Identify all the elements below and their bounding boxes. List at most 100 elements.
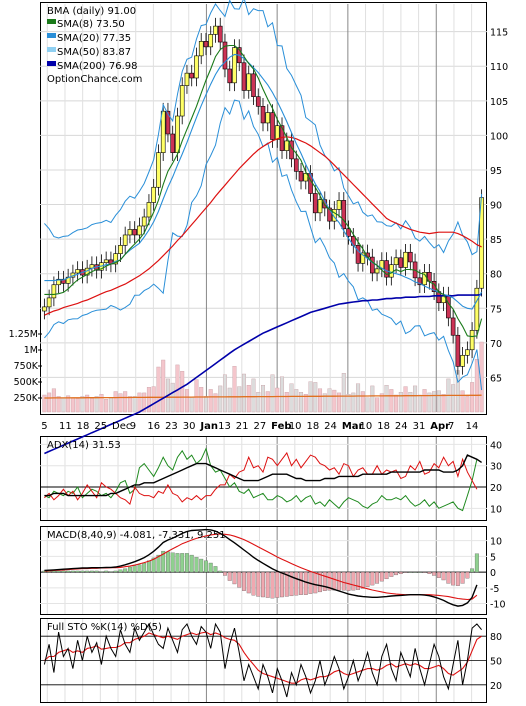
macd-histogram-bar xyxy=(284,571,289,597)
candle-body xyxy=(327,207,332,222)
x-tick-label: 30 xyxy=(183,421,196,432)
volume-bar xyxy=(294,389,299,413)
macd-histogram-bar xyxy=(156,554,161,573)
sto-k-line xyxy=(43,622,482,698)
candle-body xyxy=(374,268,380,274)
volume-bar xyxy=(351,392,356,413)
macd-histogram-bar xyxy=(465,571,470,579)
macd-histogram-bar xyxy=(80,570,85,573)
macd-histogram-bar xyxy=(403,571,408,573)
volume-bar xyxy=(75,398,80,413)
volume-tick-label: 500K xyxy=(14,377,39,388)
x-tick-label: Apr xyxy=(430,421,450,432)
volume-tick-label: 250K xyxy=(14,393,39,404)
legend-swatch-sma20 xyxy=(47,33,56,38)
x-tick-label: 11 xyxy=(59,421,72,432)
candle-body xyxy=(46,297,52,308)
volume-bar xyxy=(375,397,380,413)
watermark: OptionChance.com xyxy=(47,74,142,85)
x-tick-label: 5 xyxy=(41,421,47,432)
candle-body xyxy=(460,354,465,367)
sto-tick-label: 80 xyxy=(490,632,502,643)
macd-histogram-bar xyxy=(237,571,242,588)
macd-histogram-bar xyxy=(127,566,132,573)
macd-histogram-bar xyxy=(318,571,322,593)
volume-bar xyxy=(51,388,56,413)
candle-body xyxy=(179,85,185,117)
volume-bar xyxy=(408,392,413,413)
macd-histogram-bar xyxy=(417,571,422,573)
macd-histogram-bar xyxy=(389,571,394,577)
price-tick-label: 65 xyxy=(490,373,502,384)
macd-histogram-bar xyxy=(223,571,227,576)
candle-body xyxy=(455,334,461,367)
candle-body xyxy=(312,193,318,214)
volume-bar xyxy=(370,385,375,413)
candle-body xyxy=(431,281,437,292)
legend-sma8: SMA(8) 73.50 xyxy=(57,19,125,30)
candle-body xyxy=(222,41,228,70)
candle-body xyxy=(417,277,423,286)
price-panel-frame xyxy=(40,2,487,415)
volume-bar xyxy=(322,393,327,413)
x-tick-label: Feb xyxy=(271,421,291,432)
macd-histogram-bar xyxy=(289,571,294,597)
volume-bar xyxy=(227,387,232,413)
candle-body xyxy=(137,225,142,236)
macd-histogram-bar xyxy=(218,570,223,573)
volume-bar xyxy=(360,391,365,413)
candle-body xyxy=(217,25,223,43)
price-tick-label: 90 xyxy=(490,201,502,212)
volume-bars xyxy=(42,341,484,413)
volume-bar xyxy=(199,387,204,413)
candle-body xyxy=(118,245,123,254)
x-tick-label: 24 xyxy=(324,421,337,432)
adx-plus-di-line xyxy=(44,447,478,512)
macd-histogram-bar xyxy=(99,571,104,573)
indicator-lines xyxy=(42,0,483,698)
x-tick-label: 16 xyxy=(147,421,160,432)
price-tick-label: 95 xyxy=(490,166,502,177)
x-tick-label: 18 xyxy=(307,421,320,432)
macd-histogram-bar xyxy=(208,562,213,573)
macd-histogram-bar xyxy=(441,571,446,581)
candle-body xyxy=(232,47,237,84)
volume-bar xyxy=(61,397,66,413)
volume-bar xyxy=(104,399,109,413)
x-tick-label: 7 xyxy=(448,421,454,432)
legend-swatch-sma200 xyxy=(47,61,56,66)
volume-bar xyxy=(460,390,465,413)
volume-tick-label: 1.25M xyxy=(9,329,38,340)
volume-bar xyxy=(332,389,337,413)
macd-histogram-bar xyxy=(375,571,380,584)
macd-histogram-bar xyxy=(175,553,180,573)
price-tick-label: 70 xyxy=(490,339,502,350)
adx-minus-di-line xyxy=(44,451,478,506)
candle-body xyxy=(175,115,180,153)
candle-body xyxy=(122,234,128,246)
macd-histogram-bar xyxy=(313,571,318,594)
macd-histogram-bar xyxy=(460,571,465,584)
macd-panel-frame xyxy=(40,526,487,615)
macd-histogram-bar xyxy=(356,571,361,590)
candle-body xyxy=(246,73,252,91)
x-tick-label: Dec xyxy=(112,421,131,432)
candle-body xyxy=(61,278,66,284)
candle-body xyxy=(274,125,280,140)
candle-body xyxy=(194,55,199,79)
candle-body xyxy=(156,152,161,188)
candle-body xyxy=(127,229,133,236)
price-tick-label: 100 xyxy=(490,131,508,142)
adx-tick-label: 40 xyxy=(490,440,502,451)
macd-histogram-bar xyxy=(70,570,75,573)
candle-body xyxy=(75,269,80,274)
candle-body xyxy=(184,72,190,86)
x-tick-label: 27 xyxy=(253,421,266,432)
candle-body xyxy=(317,199,323,214)
volume-bar xyxy=(256,392,261,413)
macd-histogram-bar xyxy=(360,571,365,589)
macd-histogram-bar xyxy=(132,565,137,573)
candle-body xyxy=(446,294,451,319)
volume-bar xyxy=(47,392,52,413)
macd-histogram-bar xyxy=(436,571,441,578)
